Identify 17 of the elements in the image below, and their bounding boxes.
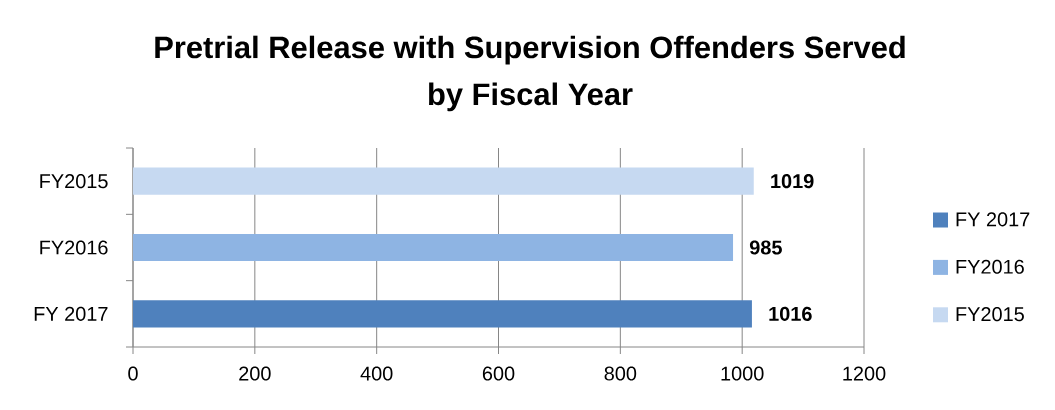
x-tick-label: 600 [482, 366, 515, 381]
x-tick-label: 0 [128, 366, 138, 381]
x-tick-label: 200 [239, 366, 271, 381]
y-tick-label: FY 2017 [34, 306, 108, 321]
x-tick-label: 1200 [843, 366, 886, 381]
data-label: 1016 [769, 306, 812, 321]
legend-label: FY2016 [956, 259, 1024, 274]
y-tick-label: FY2016 [40, 240, 108, 255]
y-tick-label: FY2015 [40, 174, 108, 189]
legend-label: FY2015 [956, 307, 1024, 322]
data-label: 1019 [771, 174, 814, 189]
data-label: 985 [749, 240, 782, 255]
x-tick-label: 800 [604, 366, 637, 381]
x-tick-label: 400 [360, 366, 393, 381]
legend-label: FY 2017 [956, 212, 1030, 227]
chart-title: Pretrial Release with Supervision Offenders Served by Fiscal Year [155, 35, 905, 112]
x-tick-label: 1000 [721, 366, 764, 381]
